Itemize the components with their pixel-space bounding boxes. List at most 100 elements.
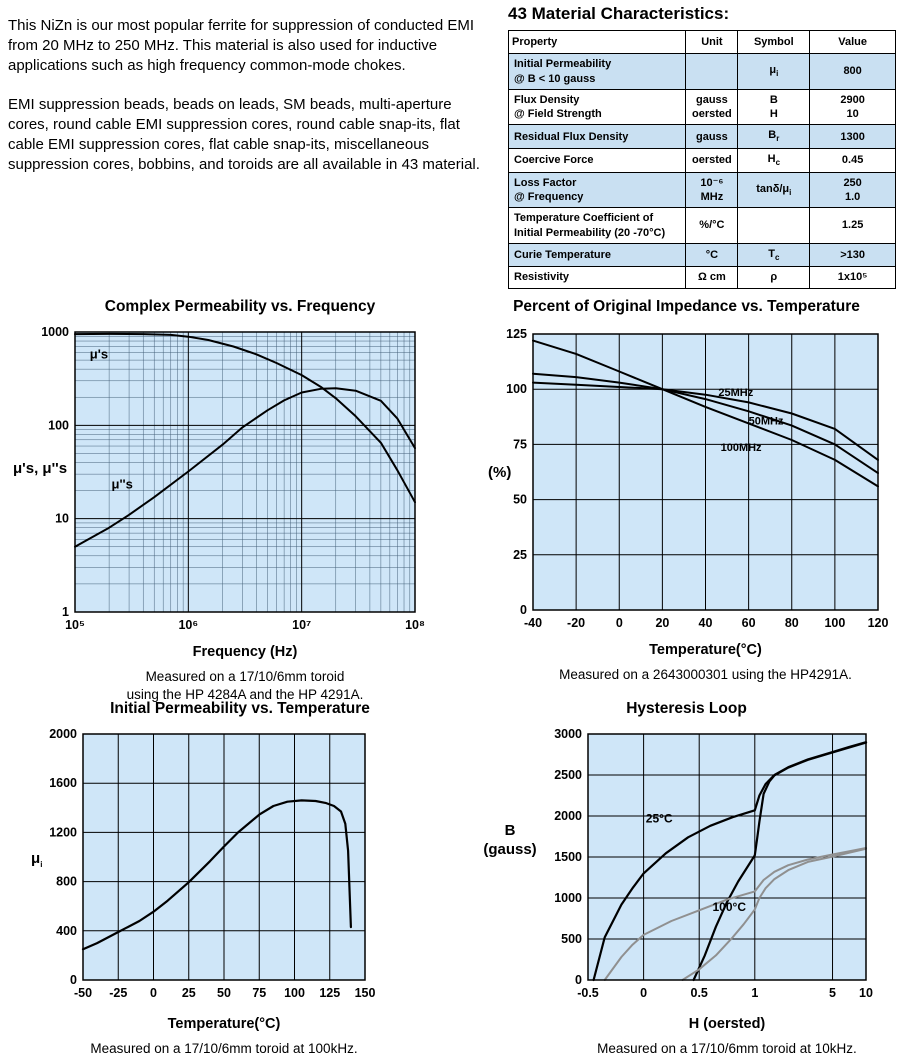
x-tick-label: 100 [284,986,305,1000]
curve-label: 25°C [646,812,673,826]
value-cell: 800 [809,53,896,90]
x-tick-label: 10⁸ [405,618,425,632]
table-row: Initial Permeability @ B < 10 gauss μi 800 [507,53,896,90]
symbol-cell: ρ [737,266,811,289]
characteristics-section: 43 Material Characteristics: Property Uni… [507,4,896,289]
impedance-temperature-plot: 25MHz 50MHz 100MHz -40 -20 0 20 40 60 80 100 120 0 25… [506,327,888,630]
value-cell: 250 1.0 [809,171,896,209]
y-tick-label: 50 [513,493,527,507]
column-header-value: Value [809,29,896,55]
y-tick-label: 3000 [554,727,582,741]
series-100-c-lower-branch [681,847,867,981]
unit-cell [685,53,739,90]
y-tick-label: 1600 [49,776,77,790]
table-row: Residual Flux Density gauss Br 1300 [507,124,896,150]
x-tick-label: 50 [217,986,231,1000]
chart-complex-permeability: Complex Permeability vs. Frequency μ's, … [13,298,455,704]
intro-paragraph-1: This NiZn is our most popular ferrite fo… [8,17,475,74]
chart-title: Percent of Original Impedance vs. Temper… [513,298,860,315]
x-tick-label: -25 [109,986,127,1000]
curve-label: 100MHz [721,442,762,454]
y-tick-label: 1 [62,605,69,619]
x-tick-label: 80 [785,616,799,630]
chart-initial-permeability: Initial Permeability vs. Temperature μi … [25,700,455,1057]
y-tick-label: 0 [520,603,527,617]
unit-cell: %/°C [685,207,739,244]
value-cell: 1.25 [809,207,896,244]
x-tick-label: 125 [319,986,340,1000]
column-header-symbol: Symbol [737,29,811,55]
y-tick-label: 800 [56,875,77,889]
y-tick-label: 400 [56,924,77,938]
property-cell: Temperature Coefficient of Initial Perme… [507,207,687,244]
table-row: Temperature Coefficient of Initial Perme… [507,207,896,244]
x-tick-label: 1 [751,986,758,1000]
series-100mhz [532,339,879,488]
curve-label: μ''s [112,477,133,492]
chart-caption: Measured on a 17/10/6mm toroid at 100kHz… [90,1041,358,1056]
series-initial-permeability [81,799,352,951]
value-cell: 1300 [809,124,896,150]
unit-cell: gauss [685,124,739,150]
table-row: Coercive Force oersted Hc 0.45 [507,148,896,173]
series-100-c-upper-branch [603,847,867,981]
complex-permeability-plot: μ's μ''s 10⁵ 10⁶ 10⁷ 10⁸ 1 10 100 1000 [41,325,425,632]
x-tick-label: 0 [150,986,157,1000]
y-tick-label: 1000 [554,891,582,905]
chart-hysteresis-loop: Hysteresis Loop B (gauss) 25°C 100°C -0.5 0 0… [478,700,895,1057]
y-axis-label: μi [31,850,43,869]
x-axis-label: Temperature(°C) [649,642,762,658]
y-tick-label: 100 [48,418,69,432]
intro-text: This NiZn is our most popular ferrite fo… [8,16,484,194]
x-tick-label: 40 [699,616,713,630]
y-tick-label: 25 [513,548,527,562]
series-25mhz [532,381,879,461]
x-tick-label: -50 [74,986,92,1000]
initial-permeability-plot: -50 -25 0 25 50 75 100 125 150 0 400 800 1200 1600 200… [49,727,375,1000]
y-tick-label: 75 [513,437,527,451]
value-cell: 0.45 [809,148,896,173]
y-tick-label: 2500 [554,768,582,782]
chart-caption: Measured on a 17/10/6mm toroid at 10kHz. [597,1041,857,1056]
value-cell: 1x10⁵ [809,266,896,289]
x-axis-label: Frequency (Hz) [192,644,298,660]
chart-impedance-vs-temperature: Percent of Original Impedance vs. Temper… [478,298,895,684]
property-cell: Initial Permeability @ B < 10 gauss [507,53,687,90]
x-tick-label: 10⁷ [292,618,311,632]
table-row: Loss Factor @ Frequency 10⁻⁶ MHz tanδ/μi 25… [507,171,896,209]
property-cell: Loss Factor @ Frequency [507,171,687,209]
chart-caption: Measured on a 17/10/6mm toroid using the… [126,669,364,703]
x-tick-label: -40 [524,616,542,630]
x-tick-label: 0 [616,616,623,630]
column-header-property: Property [507,29,687,55]
unit-cell: 10⁻⁶ MHz [685,171,739,209]
y-tick-label: 1200 [49,825,77,839]
table-row: Curie Temperature °C Tc >130 [507,242,896,268]
series-25-c-lower-branch [692,741,868,982]
x-tick-label: 25 [182,986,196,1000]
unit-cell: °C [685,242,739,268]
chart-caption: Measured on a 2643000301 using the HP429… [559,667,852,682]
value-cell: >130 [809,242,896,268]
x-tick-label: 20 [655,616,669,630]
y-tick-label: 10 [55,512,69,526]
table-row: Resistivity Ω cm ρ 1x10⁵ [507,266,896,289]
chart-title: Initial Permeability vs. Temperature [110,700,370,717]
property-cell: Resistivity [507,266,687,289]
curve-label: 100°C [713,900,747,914]
unit-cell: gauss oersted [685,88,739,126]
symbol-cell [737,207,811,244]
table-header-row: Property Unit Symbol Value [507,29,896,55]
property-cell: Residual Flux Density [507,124,687,150]
column-header-unit: Unit [685,29,739,55]
y-tick-label: 125 [506,327,527,341]
property-cell: Coercive Force [507,148,687,173]
symbol-cell: Hc [737,148,811,173]
y-tick-label: 1000 [41,325,69,339]
x-tick-label: 0 [640,986,647,1000]
y-tick-label: 0 [70,973,77,987]
x-tick-label: 75 [252,986,266,1000]
x-tick-label: 5 [829,986,836,1000]
